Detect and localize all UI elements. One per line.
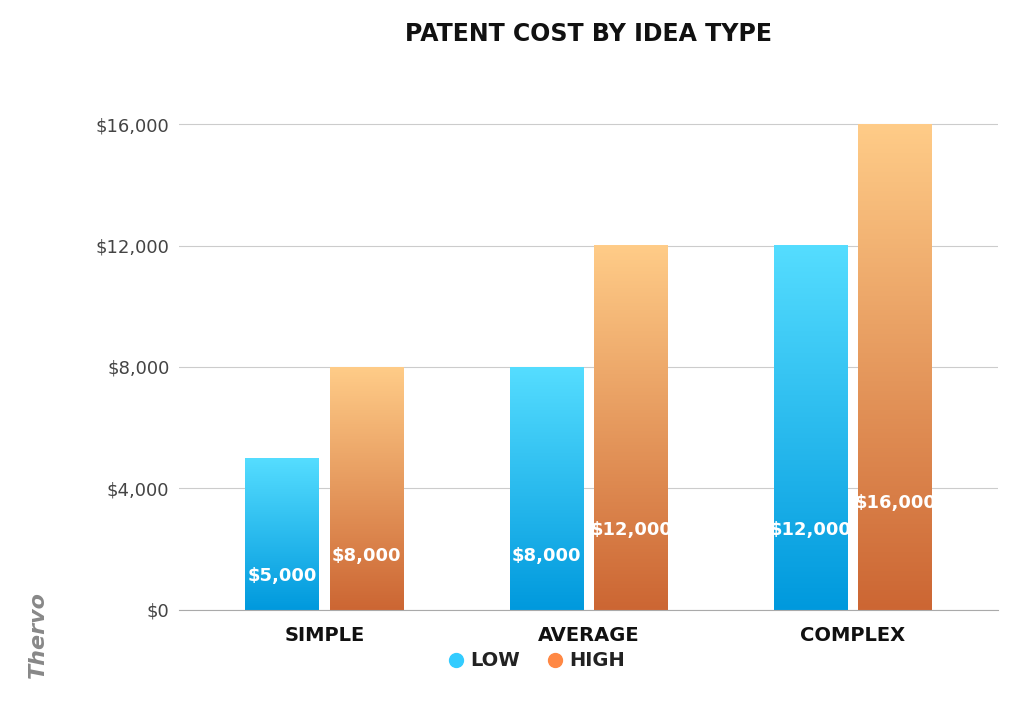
Text: $5,000: $5,000 xyxy=(248,568,317,585)
Text: HIGH: HIGH xyxy=(569,651,625,670)
Text: $16,000: $16,000 xyxy=(854,494,936,512)
Title: PATENT COST BY IDEA TYPE: PATENT COST BY IDEA TYPE xyxy=(406,23,772,47)
Text: $8,000: $8,000 xyxy=(332,547,401,565)
Text: Thervo: Thervo xyxy=(29,591,48,678)
Text: $12,000: $12,000 xyxy=(590,521,672,539)
Text: $8,000: $8,000 xyxy=(512,547,582,565)
Text: $12,000: $12,000 xyxy=(770,521,852,539)
Text: COST: COST xyxy=(30,290,47,344)
Text: LOW: LOW xyxy=(470,651,519,670)
